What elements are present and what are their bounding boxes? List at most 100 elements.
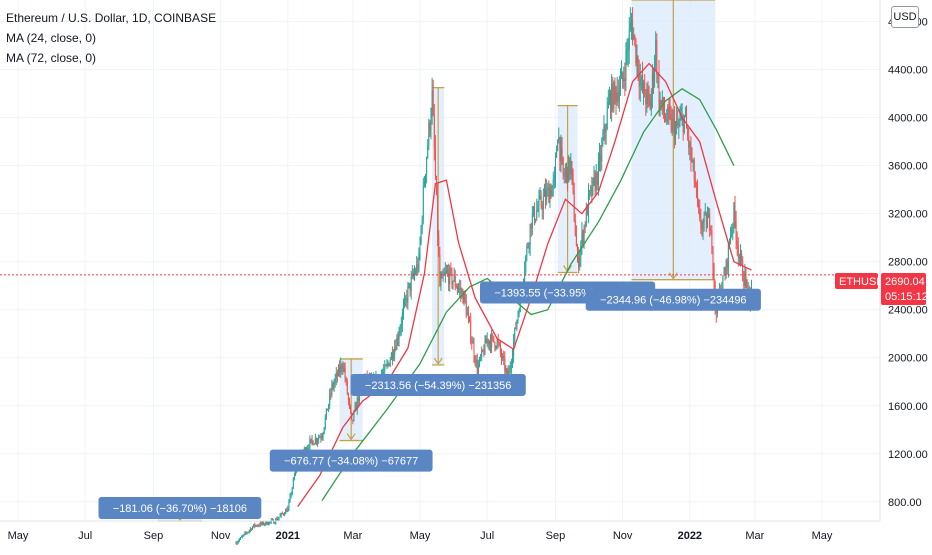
x-tick-label: Sep — [144, 530, 164, 542]
candle-body — [477, 364, 479, 375]
candle-body — [602, 137, 604, 145]
candle-body — [476, 360, 478, 375]
candle-body — [635, 38, 637, 64]
time-axis[interactable]: May Jul Sep Nov 2021 Mar May Jul Sep Nov 2022 Mar Ma… — [8, 530, 833, 542]
candle-body — [698, 200, 700, 208]
candle-body — [585, 206, 587, 226]
candle-body — [574, 221, 576, 236]
candle-body — [307, 447, 309, 450]
candle-body — [256, 525, 258, 527]
candle-body — [315, 438, 317, 442]
candle-body — [512, 355, 514, 363]
candle-body — [639, 79, 641, 86]
candle-body — [561, 146, 563, 158]
candle-body — [563, 174, 565, 177]
candle-body — [655, 40, 657, 65]
candle-body — [478, 357, 480, 365]
candle-body — [667, 107, 669, 121]
candle-body — [242, 535, 244, 537]
candle-body — [412, 273, 414, 276]
candle-body — [340, 364, 342, 373]
candle-body — [384, 365, 386, 371]
candle-body — [556, 150, 558, 158]
x-tick-label: May — [410, 530, 431, 542]
measure-label-bg — [98, 497, 262, 519]
candle-body — [532, 206, 534, 214]
candle-body — [395, 347, 397, 350]
measure-label: −2313.56 (−54.39%) −231356 — [365, 380, 512, 392]
candle-body — [335, 372, 337, 379]
candle-body — [438, 235, 440, 255]
candle-body — [246, 532, 248, 534]
candle-body — [603, 125, 605, 138]
candle-body — [264, 523, 266, 525]
candle-body — [280, 513, 282, 516]
candle-body — [666, 120, 668, 122]
candle-body — [276, 518, 278, 521]
candle-body — [705, 213, 707, 229]
candle-body — [613, 81, 615, 110]
candle-body — [260, 522, 262, 524]
currency-button[interactable]: USD — [891, 6, 919, 28]
candle-body — [347, 393, 349, 400]
candle-body — [291, 487, 293, 495]
candle-body — [263, 521, 265, 525]
last-price-label: 2690.04 — [885, 276, 925, 288]
candle-body — [445, 270, 447, 272]
candle-body — [341, 364, 343, 369]
ma24-legend: MA (24, close, 0) — [6, 31, 97, 45]
candle-body — [314, 438, 316, 444]
candle-body — [630, 20, 632, 23]
candle-body — [354, 405, 356, 411]
candle-body — [741, 253, 743, 261]
candle-body — [633, 35, 635, 40]
candle-body — [683, 115, 685, 133]
candle-body — [308, 447, 310, 449]
candle-body — [461, 291, 463, 293]
candle-body — [501, 352, 503, 359]
candle-body — [606, 108, 608, 129]
candle-body — [243, 534, 245, 536]
candle-body — [404, 298, 406, 306]
candle-body — [286, 509, 288, 512]
candle-body — [474, 357, 476, 364]
candle-body — [733, 203, 735, 227]
candle-body — [637, 56, 639, 75]
candle-body — [672, 118, 674, 120]
candle-body — [281, 513, 283, 515]
candle-body — [488, 341, 490, 345]
candle-body — [652, 72, 654, 81]
candle-body — [472, 342, 474, 344]
price-axis[interactable]: 4800.004400.004000.003600.003200.002800.… — [888, 17, 928, 509]
candle-body — [701, 228, 703, 230]
candle-body — [238, 539, 240, 542]
candle-body — [432, 90, 434, 115]
candle-body — [726, 260, 728, 268]
symbol-tag-bg — [835, 273, 878, 289]
candle-body — [554, 157, 556, 176]
candle-body — [742, 260, 744, 281]
measure-labels[interactable]: −181.06 (−36.70%) −18106 −676.77 (−34.08%… — [98, 281, 761, 519]
candle-body — [648, 92, 650, 99]
candle-body — [700, 218, 702, 229]
candle-body — [534, 206, 536, 222]
symbol-title: Ethereum / U.S. Dollar, 1D, COINBASE — [6, 11, 217, 25]
candle-body — [654, 64, 656, 81]
candle-body — [499, 344, 501, 353]
candle-body — [649, 98, 651, 110]
candle-body — [570, 161, 572, 175]
candle-body — [735, 221, 737, 241]
candle-body — [419, 242, 421, 254]
candle-body — [734, 203, 736, 222]
candle-body — [684, 114, 686, 116]
candle-body — [558, 137, 560, 141]
candle-body — [491, 335, 493, 348]
candle-body — [355, 405, 357, 411]
candle-body — [282, 513, 284, 515]
x-tick-label: 2021 — [276, 530, 300, 542]
candle-body — [342, 367, 344, 369]
candle-body — [396, 337, 398, 350]
candle-body — [357, 398, 359, 402]
